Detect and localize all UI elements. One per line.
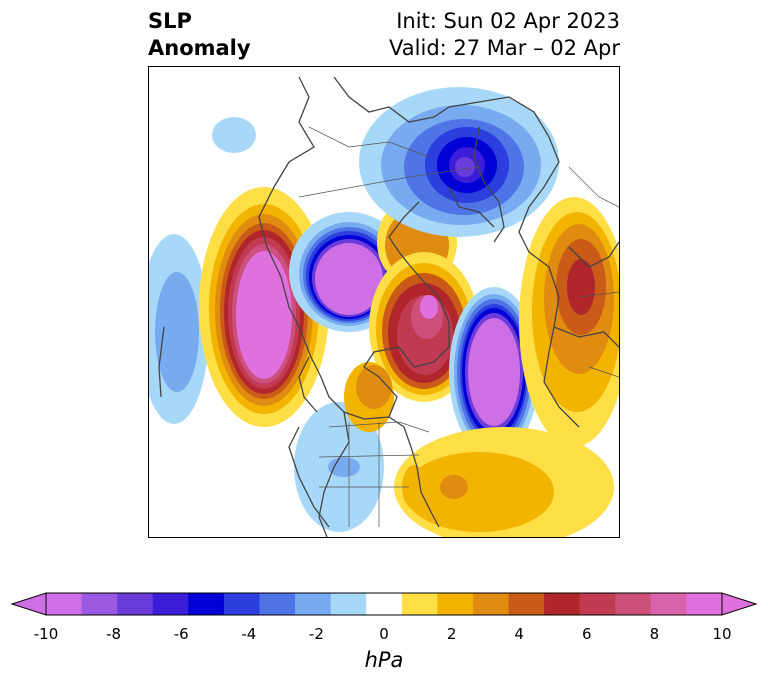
colorbar-segment: [46, 593, 83, 615]
map-panel: [148, 66, 620, 538]
pacific-high-anomaly: [199, 187, 329, 427]
colorbar-segment: [650, 593, 687, 615]
colorbar-segment: [508, 593, 545, 615]
colorbar-segment: [223, 593, 260, 615]
colorbar-segment: [81, 593, 118, 615]
colorbar-tick-label: 8: [649, 625, 660, 643]
pacific-low-anomaly: [149, 234, 209, 424]
colorbar-segment: [188, 593, 225, 615]
map-title-left: SLP Anomaly: [148, 8, 251, 62]
colorbar-tick-label: 4: [514, 625, 524, 643]
colorbar-segment: [117, 593, 154, 615]
colorbar-segment: [686, 593, 723, 615]
greenland-high-anomaly: [369, 197, 479, 402]
anomaly-map: [149, 76, 619, 537]
colorbar-tick-label: -8: [106, 625, 122, 643]
colorbar-tick-label: -10: [33, 625, 59, 643]
colorbar-tick-label: 6: [582, 625, 592, 643]
eurasia-high-anomaly: [519, 197, 619, 447]
colorbar-segment: [544, 593, 581, 615]
colorbar-segment: [366, 593, 403, 615]
colorbar-segment: [615, 593, 652, 615]
colorbar-tick-label: 2: [446, 625, 457, 643]
colorbar-outline: [45, 592, 723, 616]
colorbar-tick-label: 0: [379, 625, 389, 643]
colorbar-segment: [295, 593, 332, 615]
colorbar-tick-label: -6: [173, 625, 189, 643]
colorbar-segment: [259, 593, 296, 615]
colorbar-left-extend: [10, 592, 47, 616]
subtropical-high-anomaly: [394, 427, 614, 537]
coastlines: [158, 76, 619, 537]
colorbar-units: hPa: [364, 648, 404, 672]
map-title-right: Init: Sun 02 Apr 2023 Valid: 27 Mar – 02…: [389, 8, 620, 62]
title-slp: SLP: [148, 9, 192, 33]
us-low-anomaly: [294, 362, 394, 532]
colorbar-segment: [579, 593, 616, 615]
title-anomaly: Anomaly: [148, 36, 251, 60]
colorbar-segment: [437, 593, 474, 615]
init-date: Init: Sun 02 Apr 2023: [396, 9, 620, 33]
siberia-low-anomaly: [212, 87, 559, 237]
colorbar-segment: [472, 593, 510, 615]
colorbar-tick-label: -4: [241, 625, 257, 643]
valid-range: Valid: 27 Mar – 02 Apr: [389, 36, 620, 60]
colorbar: [10, 592, 758, 616]
political-borders: [298, 126, 619, 527]
colorbar-segment: [330, 593, 367, 615]
atlantic-low-anomaly: [449, 287, 539, 457]
colorbar-segment: [152, 593, 189, 615]
colorbar-tick-label: -2: [308, 625, 324, 643]
colorbar-right-extend: [721, 592, 758, 616]
colorbar-segment: [401, 593, 438, 615]
colorbar-tick-label: 10: [712, 625, 732, 643]
